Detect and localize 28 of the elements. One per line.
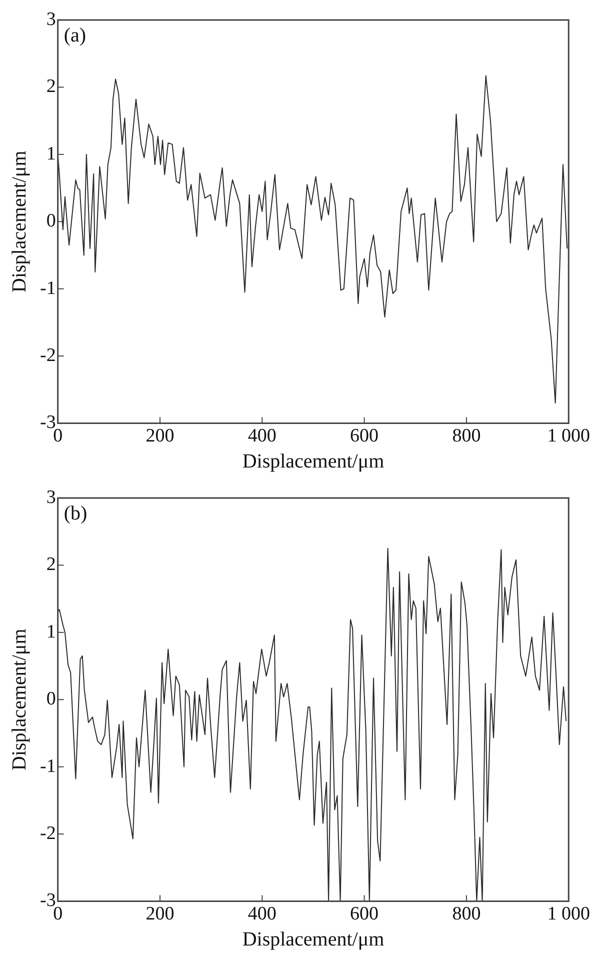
y-tick-label: -2: [40, 344, 56, 366]
x-tick-label: 200: [146, 426, 174, 447]
x-tick-label: 1 000: [547, 426, 590, 447]
x-axis-title: Displacement/μm: [242, 928, 385, 950]
x-tick-label: 400: [248, 904, 276, 925]
x-tick-label: 200: [146, 904, 174, 925]
y-axis-title: Displacement/μm: [8, 628, 30, 770]
y-tick-label: 1: [46, 621, 56, 642]
x-tick-label: 800: [452, 426, 481, 447]
y-tick-label: 0: [46, 688, 56, 710]
x-tick-label: 1 000: [547, 904, 590, 925]
x-tick-label: 600: [350, 426, 379, 447]
y-tick-label: 1: [46, 143, 56, 164]
y-tick-label: -1: [40, 756, 56, 777]
x-tick-label: 600: [350, 904, 379, 925]
y-tick-label: 3: [46, 8, 56, 30]
y-tick-label: 0: [46, 210, 56, 232]
y-tick-label: 2: [46, 554, 56, 576]
annotation: (a): [64, 24, 86, 46]
y-tick-label: 2: [46, 76, 56, 98]
x-axis-title: Displacement/μm: [242, 450, 385, 472]
y-tick-label: -1: [40, 278, 56, 299]
y-tick-label: 3: [46, 486, 56, 508]
y-axis-title: Displacement/μm: [8, 150, 30, 292]
x-tick-label: 800: [452, 904, 481, 925]
x-tick-label: 400: [248, 426, 276, 447]
y-tick-label: -2: [40, 822, 56, 844]
annotation: (b): [64, 502, 88, 524]
